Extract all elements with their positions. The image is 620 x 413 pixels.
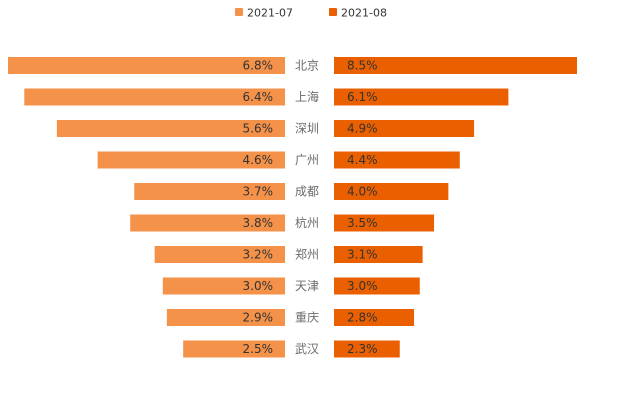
bar-label-2021-08-4: 4.0% (347, 185, 378, 199)
bar-label-2021-07-2: 5.6% (243, 122, 274, 136)
bar-label-2021-07-3: 4.6% (243, 153, 274, 167)
bar-2021-08-5 (334, 214, 435, 232)
category-label-6: 郑州 (295, 247, 319, 262)
category-label-9: 武汉 (295, 342, 319, 356)
bar-2021-07-5 (130, 214, 285, 232)
bar-2021-08-9 (334, 340, 400, 358)
bar-label-2021-08-5: 3.5% (347, 216, 378, 230)
bar-2021-08-7 (334, 277, 420, 295)
bar-label-2021-07-5: 3.8% (243, 216, 274, 230)
bar-label-2021-08-9: 2.3% (347, 342, 378, 356)
bar-label-2021-07-9: 2.5% (243, 342, 274, 356)
bar-2021-08-2 (334, 120, 475, 137)
bar-label-2021-07-0: 6.8% (243, 59, 274, 73)
plot-area: 6.8% 北京 8.5% 6.4% 上海 6.1% 5.6% 深圳 4.9% 4.6% 广州 4.4%… (8, 57, 577, 358)
bar-label-2021-08-3: 4.4% (347, 153, 378, 167)
category-label-3: 广州 (295, 153, 319, 167)
bar-2021-08-3 (334, 151, 460, 169)
category-label-8: 重庆 (295, 311, 319, 325)
category-label-2: 深圳 (295, 122, 319, 136)
bar-label-2021-07-8: 2.9% (243, 311, 274, 325)
category-label-7: 天津 (295, 279, 319, 293)
bar-2021-08-1 (334, 88, 509, 106)
bar-label-2021-07-7: 3.0% (243, 279, 274, 293)
bar-label-2021-08-6: 3.1% (347, 248, 378, 262)
bar-2021-08-6 (334, 246, 423, 263)
legend-item-2021-07[interactable]: 2021-07 (235, 7, 293, 20)
bar-label-2021-08-0: 8.5% (347, 59, 378, 73)
bar-label-2021-07-4: 3.7% (243, 185, 274, 199)
category-label-4: 成都 (295, 185, 319, 199)
bar-2021-07-7 (162, 277, 285, 295)
category-label-0: 北京 (295, 59, 319, 73)
legend: 2021-07 2021-08 (235, 7, 387, 20)
legend-swatch-2021-08 (329, 8, 337, 16)
legend-label-2021-08: 2021-08 (341, 7, 387, 20)
bar-2021-07-3 (97, 151, 285, 169)
bar-2021-08-8 (334, 309, 415, 326)
bar-label-2021-08-2: 4.9% (347, 122, 378, 136)
legend-swatch-2021-07 (235, 8, 243, 16)
bar-2021-08-4 (334, 183, 449, 200)
category-label-1: 上海 (295, 89, 319, 104)
legend-label-2021-07: 2021-07 (247, 7, 293, 20)
bar-2021-07-4 (134, 183, 285, 200)
bar-2021-08-0 (334, 57, 577, 74)
bar-label-2021-08-7: 3.0% (347, 279, 378, 293)
bar-2021-07-2 (56, 120, 285, 137)
bar-label-2021-07-1: 6.4% (243, 90, 274, 104)
bar-2021-07-6 (154, 246, 285, 263)
legend-item-2021-08[interactable]: 2021-08 (329, 7, 387, 20)
category-label-5: 杭州 (295, 215, 319, 230)
bar-label-2021-08-8: 2.8% (347, 311, 378, 325)
bar-label-2021-08-1: 6.1% (347, 90, 378, 104)
bar-2021-07-9 (183, 340, 285, 358)
bar-2021-07-8 (166, 309, 285, 326)
bar-2021-07-0 (8, 57, 285, 74)
bar-label-2021-07-6: 3.2% (243, 248, 274, 262)
bar-2021-07-1 (24, 88, 285, 106)
